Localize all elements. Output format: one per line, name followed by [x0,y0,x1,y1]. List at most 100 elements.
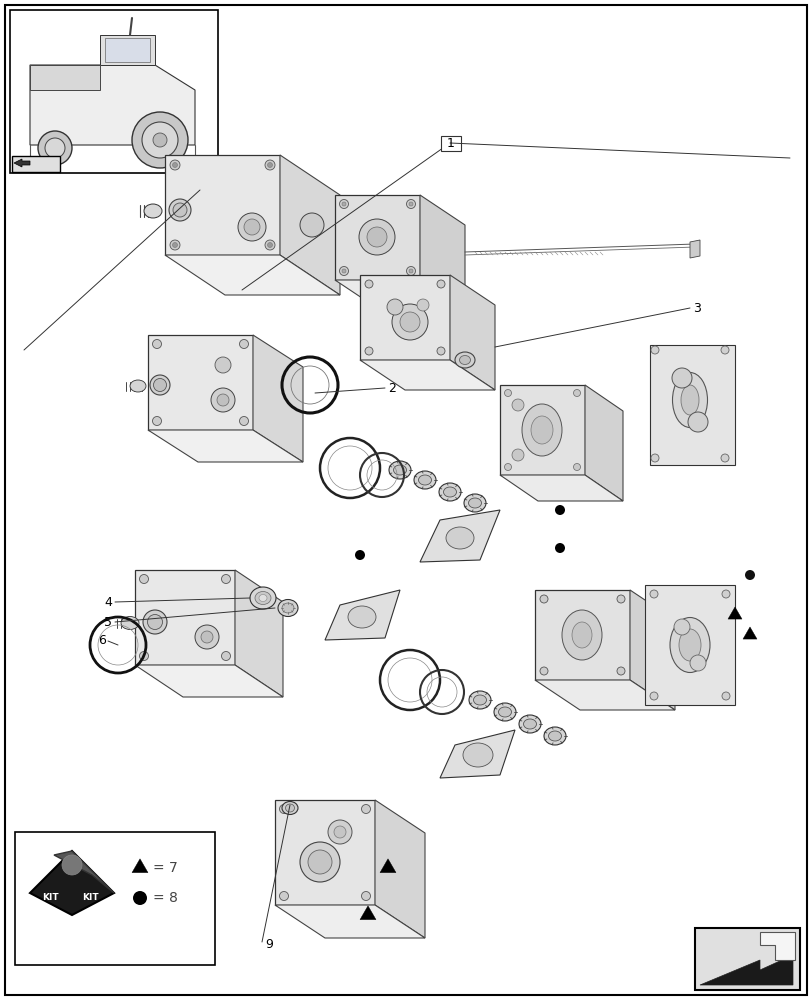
Circle shape [539,667,547,675]
Circle shape [720,346,728,354]
Circle shape [133,891,147,905]
Circle shape [62,855,82,875]
Circle shape [744,570,754,580]
Text: 5: 5 [104,615,112,628]
Text: = 8: = 8 [152,891,178,905]
Circle shape [358,219,394,255]
Circle shape [436,347,444,355]
Circle shape [152,416,161,426]
Polygon shape [280,155,340,295]
Ellipse shape [443,487,456,497]
Circle shape [365,280,372,288]
Bar [644,585,734,705]
Polygon shape [165,255,340,295]
Circle shape [512,399,523,411]
Text: 2: 2 [388,381,396,394]
Polygon shape [335,280,465,310]
Circle shape [299,213,324,237]
Polygon shape [148,430,303,462]
Circle shape [387,299,402,315]
Circle shape [38,131,72,165]
Ellipse shape [672,372,706,428]
Polygon shape [440,730,514,778]
Text: 3: 3 [692,302,700,314]
Circle shape [239,340,248,349]
Bar [644,340,739,470]
Text: 9: 9 [264,938,272,951]
Circle shape [142,122,178,158]
Circle shape [409,202,413,206]
Circle shape [169,240,180,250]
Ellipse shape [144,204,162,218]
Circle shape [573,389,580,396]
Circle shape [264,240,275,250]
Ellipse shape [530,416,552,444]
Polygon shape [275,905,424,938]
Circle shape [267,242,272,247]
Circle shape [687,412,707,432]
Ellipse shape [680,385,698,415]
Circle shape [650,454,659,462]
Circle shape [504,389,511,396]
Circle shape [406,200,415,209]
Circle shape [554,505,564,515]
Ellipse shape [571,622,591,648]
Circle shape [361,804,370,813]
Ellipse shape [277,599,298,616]
Polygon shape [699,955,792,985]
Polygon shape [534,590,629,680]
Text: KIT: KIT [82,894,98,902]
Circle shape [239,416,248,426]
Circle shape [616,595,624,603]
Ellipse shape [150,375,169,395]
Circle shape [172,163,178,168]
Circle shape [721,692,729,700]
Circle shape [201,631,212,643]
Circle shape [299,842,340,882]
Polygon shape [727,607,741,619]
Circle shape [406,266,415,275]
Ellipse shape [250,587,276,609]
Polygon shape [100,35,155,65]
Circle shape [215,357,230,373]
Polygon shape [30,851,114,915]
Bar [694,928,799,990]
Ellipse shape [255,591,271,604]
Circle shape [341,269,345,273]
Ellipse shape [418,475,431,485]
Circle shape [721,590,729,598]
Polygon shape [105,38,150,62]
Ellipse shape [169,199,191,221]
Polygon shape [148,335,253,430]
Ellipse shape [454,352,474,368]
Circle shape [328,820,351,844]
Circle shape [367,227,387,247]
Ellipse shape [459,356,470,364]
Polygon shape [742,627,756,639]
Polygon shape [359,906,375,920]
Circle shape [307,850,332,874]
Ellipse shape [439,483,461,501]
Text: KIT: KIT [41,894,58,902]
Circle shape [152,133,167,147]
Circle shape [267,163,272,168]
Polygon shape [759,932,794,960]
Ellipse shape [678,629,700,661]
Circle shape [650,346,659,354]
Circle shape [616,667,624,675]
Polygon shape [275,800,375,905]
Ellipse shape [285,804,294,812]
Ellipse shape [561,610,601,660]
Polygon shape [335,195,419,280]
Circle shape [279,892,288,900]
Polygon shape [375,800,424,938]
Polygon shape [359,275,449,360]
Circle shape [221,652,230,660]
Circle shape [673,619,689,635]
Ellipse shape [121,616,139,630]
Polygon shape [132,859,148,873]
Circle shape [339,266,348,275]
Circle shape [243,219,260,235]
Ellipse shape [543,727,565,745]
Polygon shape [689,240,699,258]
